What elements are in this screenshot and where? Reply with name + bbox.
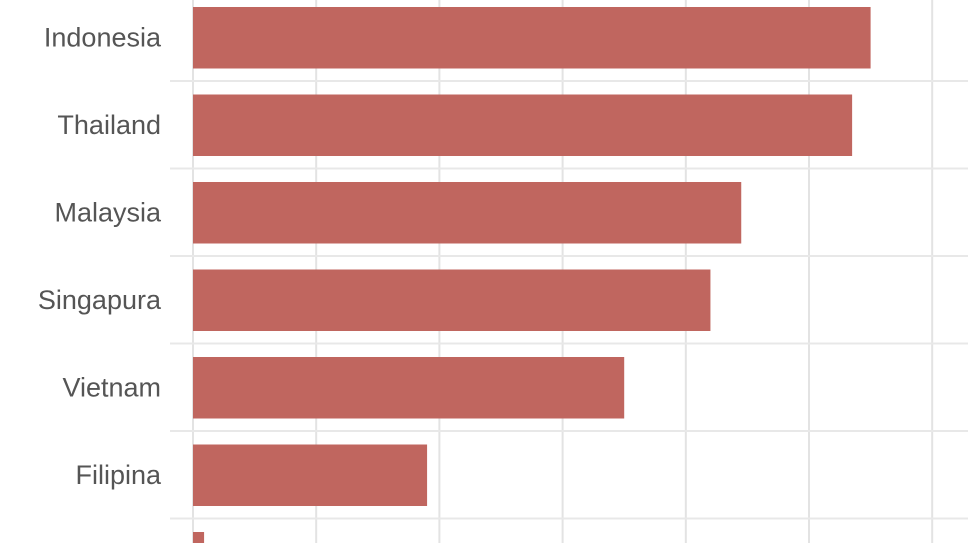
- bar: [193, 7, 871, 69]
- bar: [193, 182, 742, 244]
- bar: [193, 94, 853, 156]
- category-label: Malaysia: [54, 197, 162, 227]
- category-label: Thailand: [57, 110, 161, 140]
- category-label: Indonesia: [44, 22, 162, 52]
- bar: [193, 357, 625, 419]
- bar: [193, 532, 205, 543]
- bar: [193, 444, 428, 506]
- category-label: Singapura: [38, 285, 162, 315]
- bar: [193, 269, 711, 331]
- category-label: Vietnam: [62, 372, 161, 402]
- category-label: Filipina: [75, 460, 162, 490]
